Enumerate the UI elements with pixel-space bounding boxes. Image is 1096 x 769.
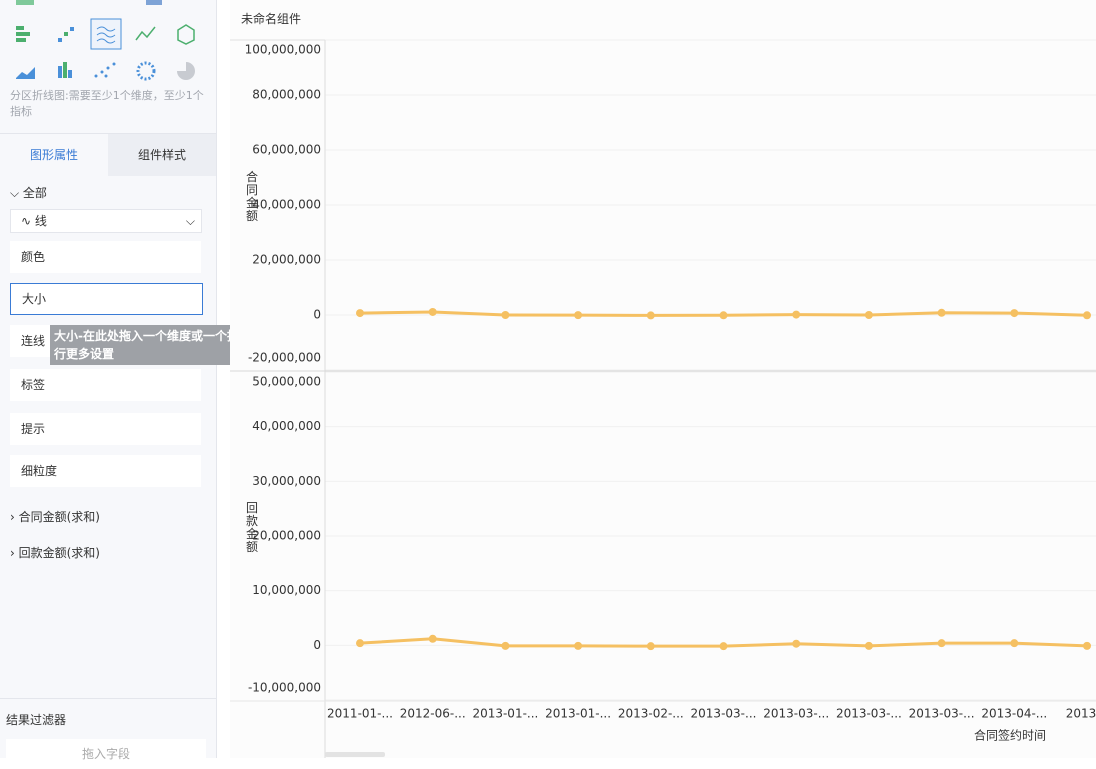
property[interactable]: 细粒度: [10, 455, 201, 487]
x-tick-label: 2013-04-...: [981, 707, 1047, 721]
icon[interactable]: [16, 0, 34, 5]
y-tick-label: 0: [313, 638, 321, 652]
y-tick-label: -10,000,000: [248, 681, 321, 695]
measure-row[interactable]: › 回款金额(求和): [10, 546, 100, 560]
icon[interactable]: [146, 0, 162, 5]
x-tick-label: 2013-03-...: [691, 707, 757, 721]
y-tick-label: 40,000,000: [252, 198, 321, 212]
y-tick-label: 0: [313, 308, 321, 322]
point: [646, 311, 655, 320]
icon[interactable]: [177, 62, 195, 80]
x-tick-label: 2012-06-...: [400, 707, 466, 721]
y-axis-title-char: 金: [246, 195, 258, 210]
chart: 未命名组件 -20,000,000 0 20,000,000 40,000,000 60…: [230, 0, 1096, 758]
y-tick-label: 100,000,000: [245, 43, 321, 57]
y-axis-title-char: 同: [246, 183, 258, 197]
divider: [0, 698, 216, 699]
filter-dropzone[interactable]: 拖入字段: [6, 739, 206, 769]
x-axis-title: 合同签约时间: [974, 728, 1046, 743]
property[interactable]: 颜色: [10, 241, 201, 273]
point: [719, 311, 728, 320]
point: [501, 641, 510, 650]
chart-hint: 分区折线图:需要至少1个维度，至少1个指标: [10, 89, 204, 118]
x-tick-label: 2011-01-...: [327, 707, 393, 721]
property[interactable]: 提示: [10, 413, 201, 445]
chart-bg: [230, 0, 1096, 758]
point: [428, 307, 437, 316]
point: [428, 634, 437, 643]
y-tick-label: -20,000,000: [248, 351, 321, 365]
point: [719, 642, 728, 651]
icon[interactable]: [177, 24, 195, 45]
point: [864, 641, 873, 650]
icon[interactable]: [135, 26, 156, 41]
x-tick-label: 2013-01-...: [472, 707, 538, 721]
point: [937, 308, 946, 317]
icon[interactable]: [16, 67, 35, 79]
tabs: 图形属性 组件样式: [0, 133, 216, 176]
point: [1083, 641, 1091, 650]
y-axis-title: 合同金额: [246, 169, 258, 223]
point: [1083, 311, 1091, 320]
property[interactable]: 标签: [10, 369, 201, 401]
point: [574, 641, 583, 650]
sidebar: 分区折线图:需要至少1个维度，至少1个指标 图形属性 组件样式 ⌵ 全部 ∿ 线…: [0, 0, 217, 769]
point: [937, 639, 946, 648]
icon[interactable]: [136, 61, 156, 81]
point: [792, 639, 801, 648]
y-axis-title-char: 金: [246, 526, 258, 541]
point: [792, 310, 801, 319]
y-tick-label: 50,000,000: [252, 375, 321, 389]
measure: 合同金额(求和): [18, 510, 100, 524]
property[interactable]: 大小: [10, 283, 203, 315]
y-tick-label: 60,000,000: [252, 143, 321, 157]
x-tick-label: 2013-0: [1066, 707, 1096, 721]
y-axis-title: 回款金额: [246, 501, 258, 554]
y-axis-title-char: 额: [246, 540, 258, 554]
x-tick-label: 2013-03-...: [763, 707, 829, 721]
point: [1010, 309, 1019, 318]
all-row[interactable]: ⌵ 全部: [10, 186, 47, 200]
icon[interactable]: [94, 62, 116, 78]
tab[interactable]: 图形属性: [0, 134, 108, 176]
y-axis-title-char: 款: [246, 514, 258, 528]
icon[interactable]: [58, 27, 74, 42]
scrollbar: [325, 752, 385, 757]
point: [501, 311, 510, 319]
icon[interactable]: [58, 62, 72, 78]
measure-row[interactable]: › 合同金额(求和): [10, 510, 100, 524]
widget-title: 未命名组件: [241, 11, 301, 26]
point: [574, 311, 583, 320]
y-axis-title-char: 回: [246, 501, 258, 515]
filter-title: 结果过滤器: [6, 713, 67, 727]
icon: [96, 26, 116, 44]
x-tick-label: 2013-01-...: [545, 707, 611, 721]
mark-type-select[interactable]: ∿ 线 ⌵: [10, 209, 202, 233]
y-tick-label: 10,000,000: [252, 583, 321, 597]
y-axis-title-char: 合: [246, 169, 258, 184]
point: [356, 309, 364, 318]
all-label: 全部: [22, 186, 47, 200]
point: [1010, 639, 1019, 648]
point: [646, 642, 655, 651]
x-tick-label: 2013-03-...: [836, 707, 902, 721]
y-tick-label: 40,000,000: [252, 419, 321, 433]
y-tick-label: 20,000,000: [252, 253, 321, 267]
y-tick-label: 20,000,000: [252, 529, 321, 543]
measure: 回款金额(求和): [18, 546, 100, 560]
point: [864, 311, 873, 319]
y-tick-label: 30,000,000: [252, 474, 321, 488]
chart-type-icons: [16, 0, 195, 81]
y-axis-title-char: 额: [246, 209, 258, 223]
icon-selected[interactable]: [90, 18, 122, 50]
x-tick-label: 2013-03-...: [909, 707, 975, 721]
point: [356, 639, 364, 648]
tab[interactable]: 组件样式: [108, 134, 216, 176]
y-tick-label: 80,000,000: [252, 88, 321, 102]
icon[interactable]: [16, 26, 30, 42]
mark-type: 线: [34, 214, 47, 228]
widget: 未命名组件 -20,000,000 0 20,000,000 40,000,000 60…: [230, 0, 1096, 758]
x-tick-label: 2013-02-...: [618, 707, 684, 721]
